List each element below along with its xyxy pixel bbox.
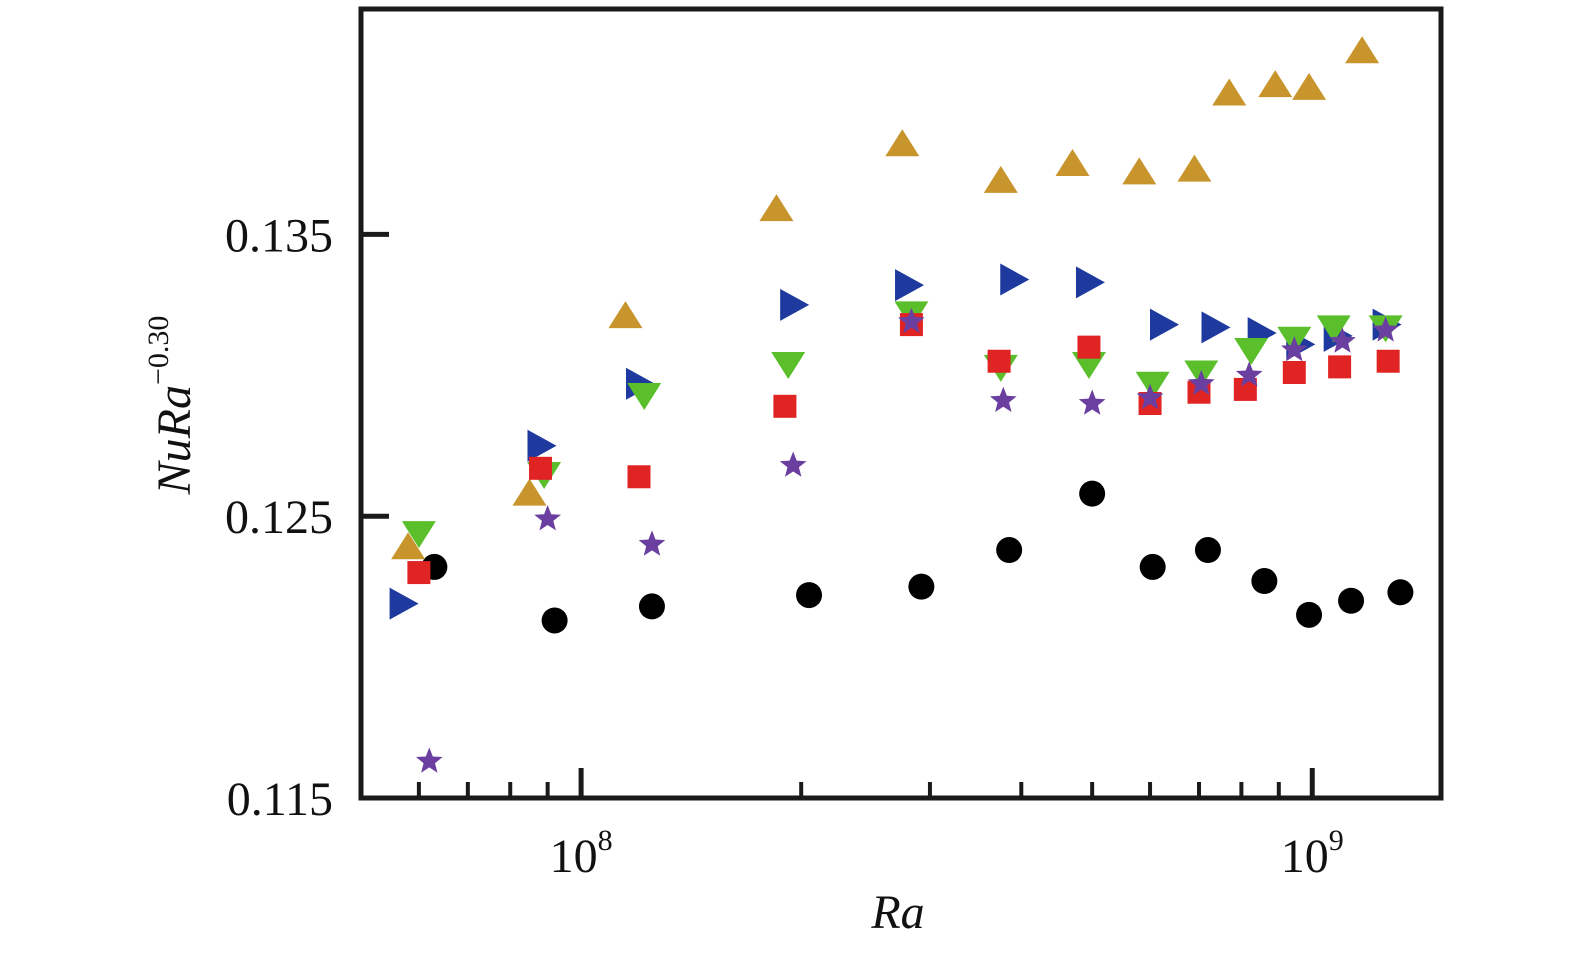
y-axis-title-base: NuRa — [148, 385, 201, 495]
y-axis-title-exponent: −0.30 — [142, 316, 175, 385]
data-point-circle — [1194, 537, 1221, 564]
y-tick-label: 0.115 — [227, 773, 333, 826]
data-point-circle — [796, 582, 823, 609]
data-point-triangle-up — [759, 194, 794, 222]
data-point-triangle-down — [771, 352, 806, 380]
data-point-triangle-up — [391, 532, 426, 560]
data-point-triangle-down — [401, 521, 436, 549]
data-point-star — [898, 307, 925, 334]
data-point-triangle-right — [780, 288, 810, 321]
data-point-triangle-up — [608, 301, 643, 329]
x-tick-label: 109 — [1281, 824, 1344, 883]
data-point-circle — [1079, 480, 1106, 507]
data-point-triangle-right — [895, 269, 925, 302]
data-point-triangle-up — [1258, 70, 1293, 98]
y-tick-label: 0.135 — [225, 209, 333, 262]
y-tick-label: 0.125 — [225, 491, 333, 544]
data-point-square — [1077, 335, 1101, 359]
data-point-triangle-up — [1122, 157, 1157, 185]
y-axis-title: NuRa−0.30 — [142, 316, 201, 496]
data-point-triangle-up — [1292, 72, 1327, 100]
data-point-triangle-down — [1234, 337, 1269, 365]
x-axis-title: Ra — [870, 886, 924, 939]
data-point-circle — [1139, 553, 1166, 580]
data-point-star — [990, 386, 1017, 412]
data-point-triangle-up — [983, 165, 1018, 193]
tick-labels: 0.115 0.125 0.135 108 109 — [225, 209, 1344, 883]
data-point-triangle-up — [1345, 36, 1380, 64]
data-point-square — [987, 349, 1011, 373]
data-point-star — [1281, 336, 1308, 362]
data-point-triangle-up — [1212, 78, 1247, 106]
data-point-triangle-right — [1201, 311, 1231, 344]
data-point-star — [1372, 316, 1399, 342]
plot-frame — [358, 6, 1444, 801]
data-point-circle — [996, 537, 1023, 564]
data-point-square — [627, 465, 651, 489]
data-point-triangle-down — [627, 383, 662, 411]
data-point-star — [534, 505, 561, 531]
data-point-triangle-up — [885, 129, 920, 157]
data-point-square — [1233, 377, 1257, 401]
data-point-triangle-down — [1316, 315, 1351, 343]
data-point-triangle-up — [512, 478, 547, 506]
data-point-circle — [1251, 568, 1278, 595]
data-point-triangle-right — [527, 429, 557, 462]
data-point-square — [407, 561, 431, 585]
data-point-square — [529, 456, 553, 480]
data-point-circle — [1387, 579, 1414, 606]
axis-ticks — [361, 231, 1315, 801]
data-point-star — [1078, 389, 1106, 415]
data-point-star — [1235, 361, 1263, 387]
data-point-triangle-right — [389, 587, 419, 620]
data-point-square — [1376, 349, 1400, 373]
data-point-circle — [1338, 587, 1365, 614]
data-point-triangle-down — [1135, 371, 1170, 399]
data-point-square — [1328, 355, 1352, 379]
data-point-square — [1282, 361, 1306, 385]
data-point-star — [779, 451, 807, 477]
data-point-star — [1136, 383, 1164, 410]
data-point-triangle-right — [1000, 263, 1030, 296]
data-point-star — [416, 747, 443, 773]
data-point-circle — [908, 573, 935, 600]
data-point-triangle-right — [1075, 266, 1105, 299]
data-point-star — [1187, 369, 1215, 396]
data-point-triangle-down — [1071, 352, 1106, 380]
data-points — [389, 36, 1414, 773]
data-point-triangle-up — [1177, 154, 1212, 182]
x-tick-label: 108 — [550, 824, 613, 883]
data-point-star — [638, 530, 666, 556]
data-point-triangle-right — [1150, 308, 1180, 341]
data-point-triangle-up — [1055, 148, 1090, 176]
data-point-circle — [638, 593, 665, 620]
data-point-circle — [541, 607, 568, 634]
data-point-circle — [1296, 601, 1323, 628]
data-point-star — [1329, 327, 1356, 353]
data-point-square — [773, 394, 797, 418]
